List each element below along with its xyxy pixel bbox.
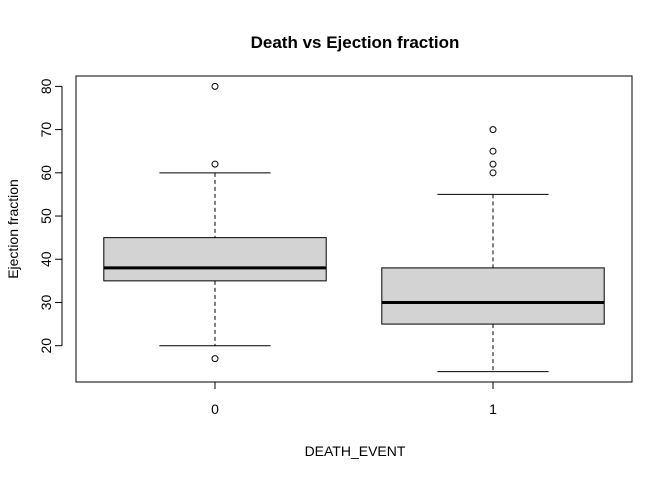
x-tick-label: 1 [489,401,497,417]
plot-frame [75,75,633,383]
outlier-point [489,160,497,168]
y-tick-label: 50 [38,208,54,224]
y-tick-label: 30 [38,294,54,310]
outlier-point [489,169,497,177]
x-tick-label: 0 [211,401,219,417]
y-axis-label: Ejection fraction [5,179,21,279]
box-0 [103,82,327,363]
y-tick-label: 60 [38,165,54,181]
chart-title: Death vs Ejection fraction [251,33,460,52]
iqr-box [381,267,605,325]
outlier-point [211,160,219,168]
iqr-box [103,237,327,282]
y-tick-label: 80 [38,78,54,94]
outlier-point [489,126,497,134]
box-1 [381,126,605,373]
y-tick-label: 20 [38,338,54,354]
y-tick-label: 70 [38,122,54,138]
boxes-group [103,82,605,373]
outlier-point [211,82,219,90]
outlier-point [489,147,497,155]
outlier-point [211,355,219,363]
y-tick-label: 40 [38,251,54,267]
x-axis-label: DEATH_EVENT [305,443,406,459]
y-axis: 20 30 40 50 60 70 80 [38,78,63,354]
